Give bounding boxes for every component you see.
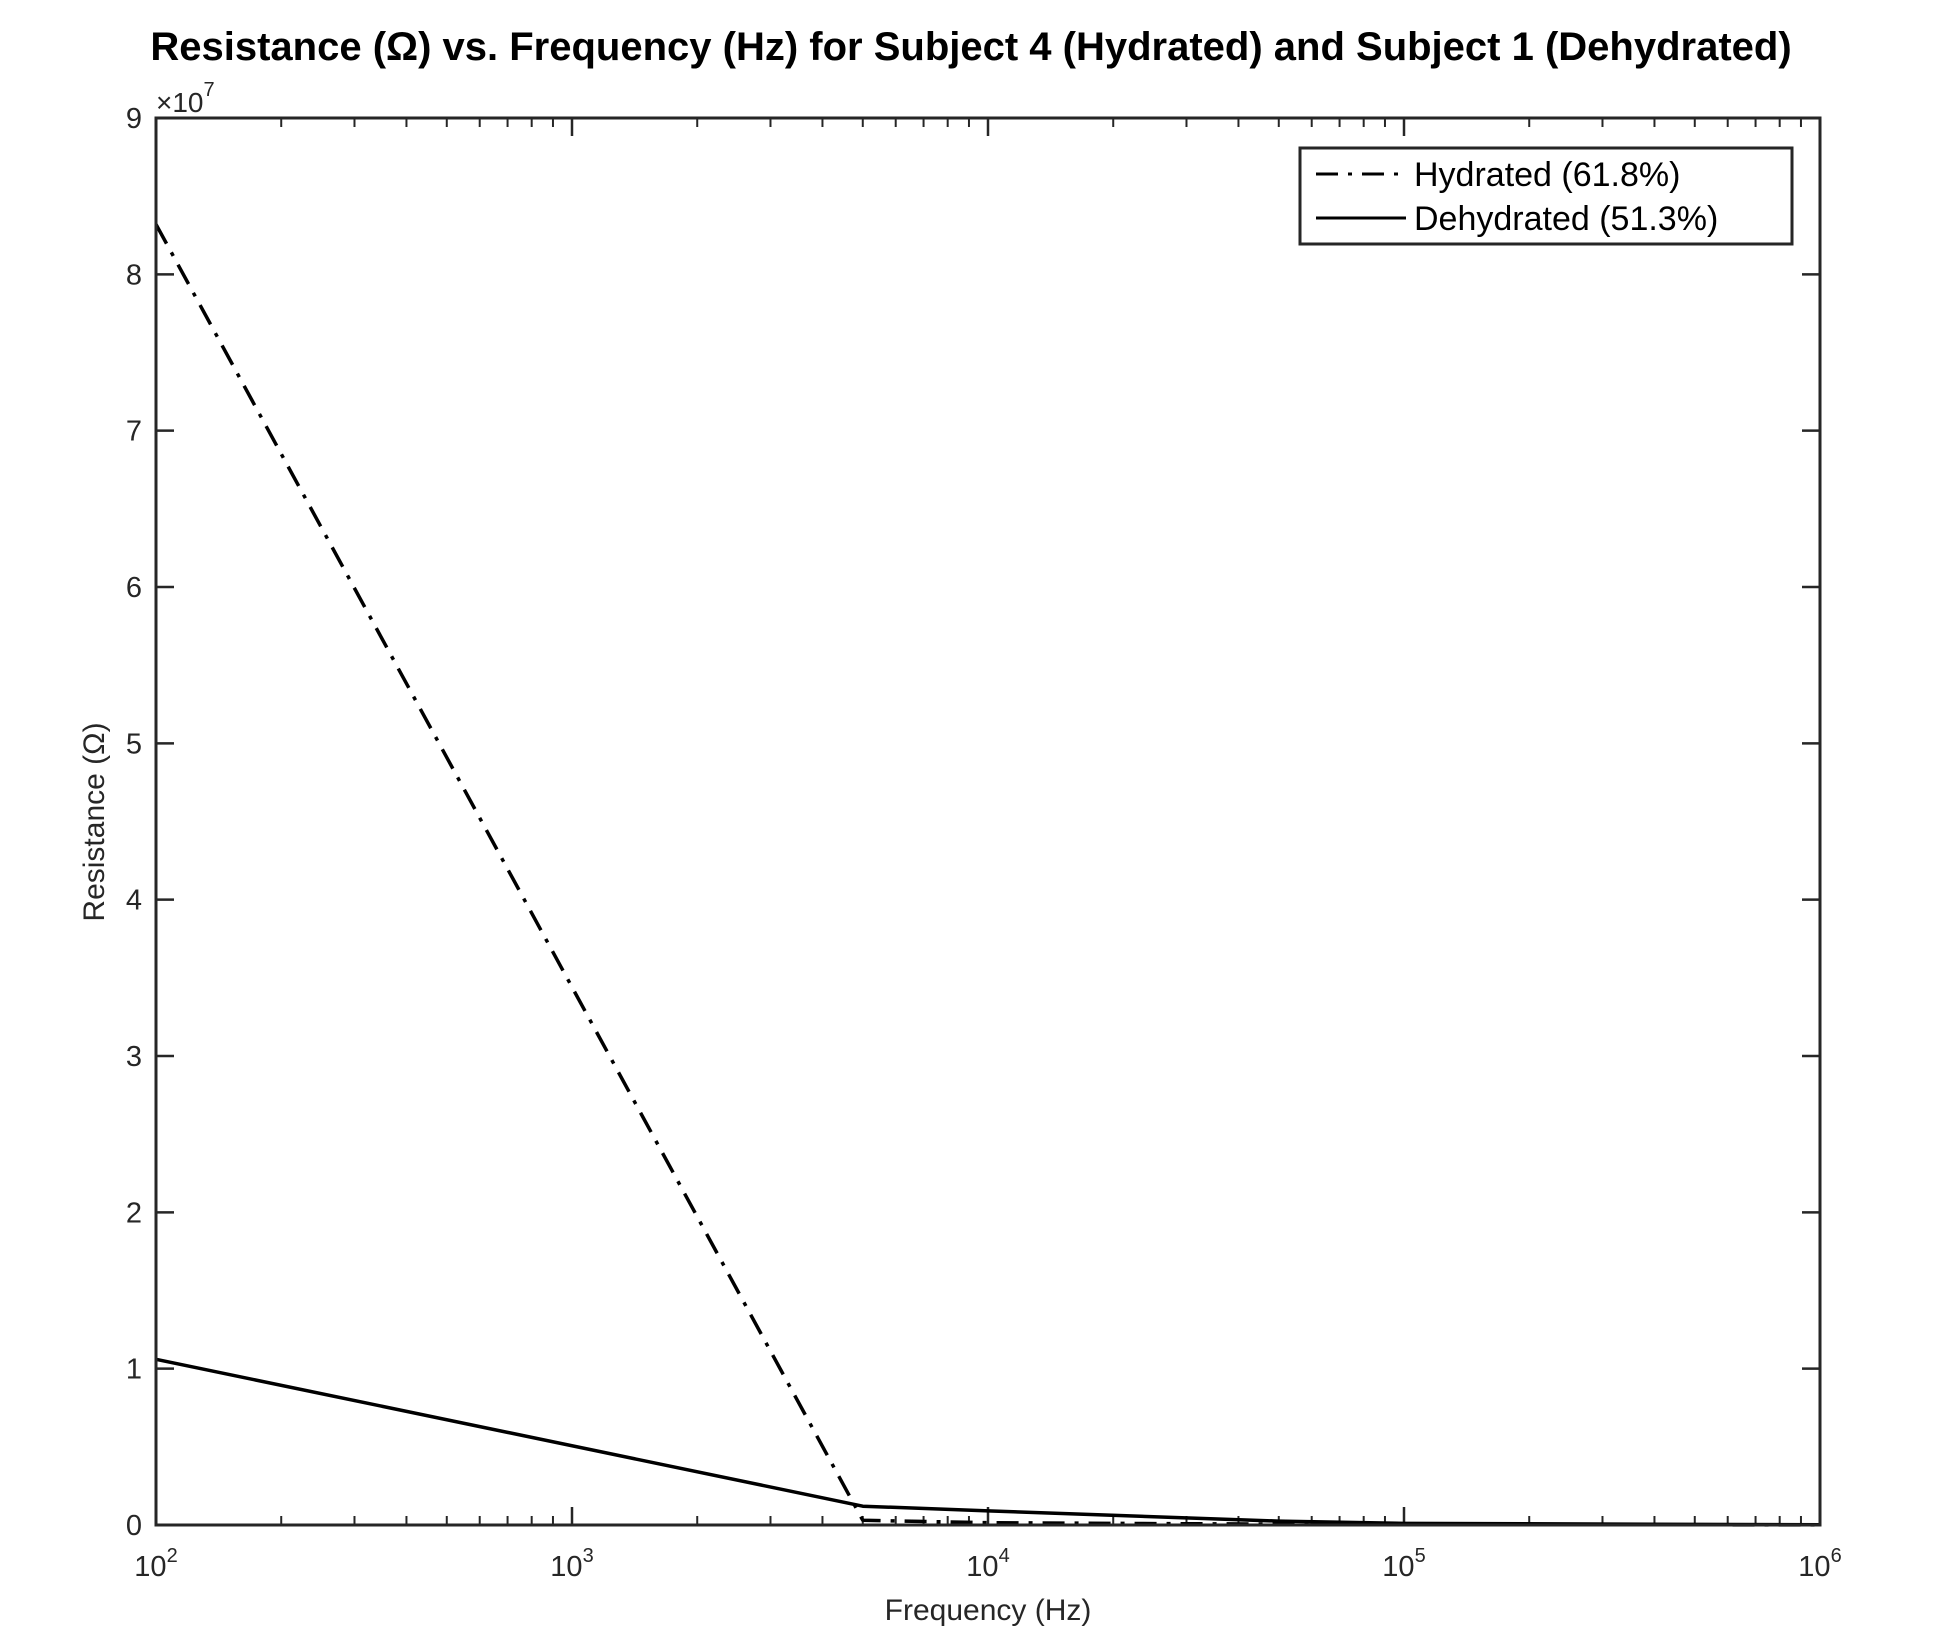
- y-tick-label: 7: [126, 416, 142, 448]
- legend-label: Hydrated (61.8%): [1414, 156, 1680, 194]
- y-tick-label: 5: [126, 728, 142, 760]
- y-axis-label: Resistance (Ω): [78, 722, 111, 921]
- y-tick-label: 1: [126, 1354, 142, 1386]
- x-tick-label: 105: [1382, 1545, 1425, 1583]
- x-tick-label: 103: [550, 1545, 593, 1583]
- y-tick-labels: 0 1 2 3 4 5 6 7 8 9: [126, 103, 142, 1542]
- legend-label: Dehydrated (51.3%): [1414, 200, 1718, 238]
- y-tick-label: 6: [126, 572, 142, 604]
- y-tick-label: 9: [126, 103, 142, 135]
- x-axis-label: Frequency (Hz): [885, 1594, 1092, 1627]
- x-tick-label: 104: [966, 1545, 1009, 1583]
- y-tick-label: 4: [126, 885, 142, 917]
- x-tick-label: 106: [1798, 1545, 1841, 1583]
- legend-box: [1298, 146, 1794, 246]
- x-tick-label: 102: [134, 1545, 177, 1583]
- y-tick-label: 8: [126, 259, 142, 291]
- chart-title: Resistance (Ω) vs. Frequency (Hz) for Su…: [150, 25, 1791, 69]
- y-tick-label: 2: [126, 1197, 142, 1229]
- legend: Hydrated (61.8%) Dehydrated (51.3%): [1298, 146, 1794, 246]
- plot-frame: [154, 116, 1822, 1527]
- y-tick-label: 3: [126, 1041, 142, 1073]
- y-tick-label: 0: [126, 1510, 142, 1542]
- plot-area: [156, 118, 1820, 1525]
- x-tick-labels: 102 103 104 105 106: [134, 1545, 1841, 1583]
- y-axis-exponent: ×107: [156, 79, 215, 118]
